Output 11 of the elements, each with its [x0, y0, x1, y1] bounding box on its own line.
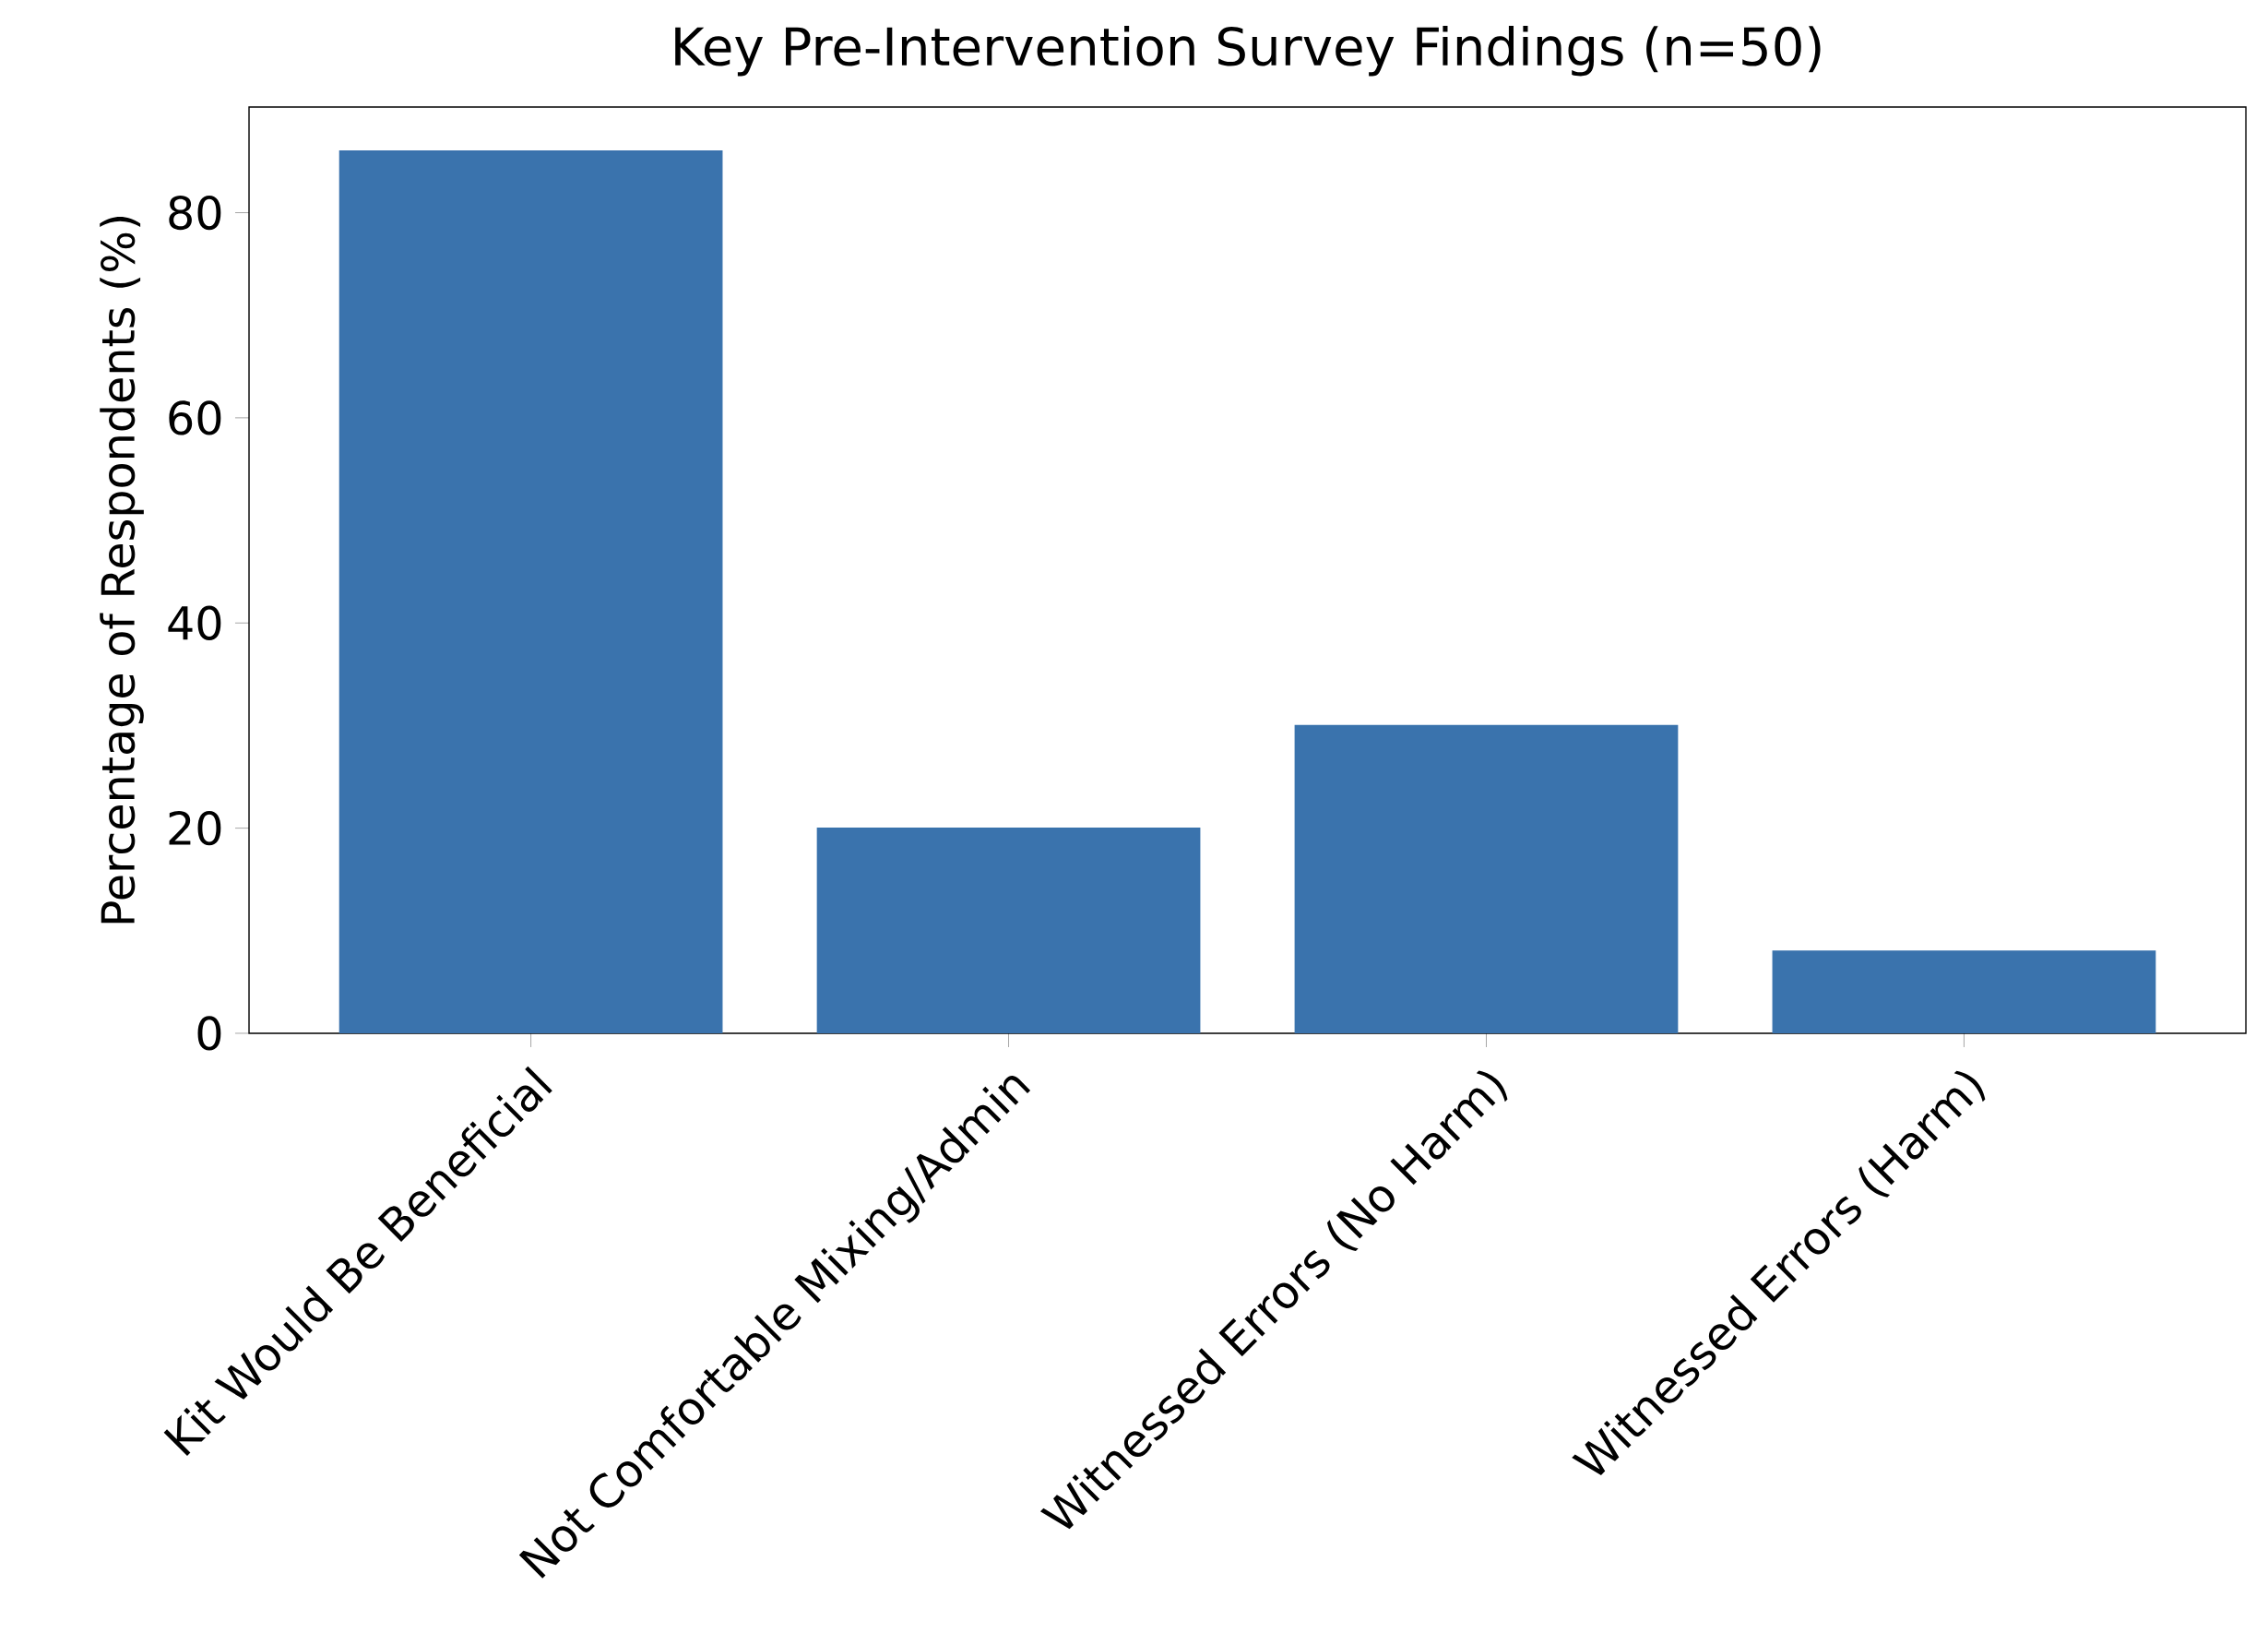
y-tick-label: 60 — [169, 400, 221, 435]
y-axis-title: Percentage of Respondents (%) — [100, 217, 144, 924]
bar — [338, 150, 723, 1033]
bar — [1772, 950, 2156, 1033]
chart-title: Key Pre-Intervention Survey Findings (n=50) — [675, 26, 1821, 77]
y-tick-label: 0 — [197, 1016, 221, 1051]
y-tick-label: 20 — [169, 810, 221, 846]
bar — [1294, 724, 1679, 1033]
y-tick-label: 40 — [168, 605, 221, 640]
y-tick-label: 80 — [169, 195, 221, 231]
bar — [816, 827, 1201, 1033]
